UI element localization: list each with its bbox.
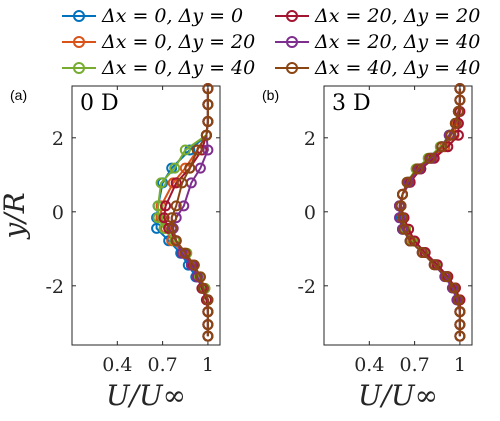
data-point — [401, 176, 413, 188]
data-point — [445, 129, 457, 141]
panel-a: 0.4 0.7 1 -2 0 2 (a) 0 D U/U∞ y/R — [0, 83, 221, 412]
legend-label: Δx = 0, Δy = 20 — [101, 31, 255, 53]
data-point — [170, 177, 182, 189]
data-point — [448, 282, 460, 294]
x-tick-label: 0.7 — [400, 354, 430, 376]
data-point — [452, 294, 464, 306]
data-point — [169, 162, 181, 174]
axes-frame — [71, 85, 221, 346]
data-point — [152, 212, 164, 224]
data-point — [454, 83, 466, 95]
data-point — [202, 294, 214, 306]
legend-item: Δx = 20, Δy = 20 — [275, 5, 480, 27]
y-tick-label: 0 — [52, 202, 64, 224]
data-point — [454, 306, 466, 318]
legend-circle-marker — [73, 10, 85, 22]
data-point — [412, 163, 424, 175]
y-axis-label: y/R — [0, 192, 31, 240]
data-point — [440, 271, 452, 283]
data-point — [184, 162, 196, 174]
legend-label: Δx = 0, Δy = 0 — [101, 5, 243, 27]
data-point — [202, 83, 214, 95]
legend-item: Δx = 0, Δy = 20 — [62, 31, 255, 53]
data-point — [197, 282, 209, 294]
data-point — [188, 259, 200, 271]
data-point — [191, 144, 203, 156]
data-point — [166, 222, 178, 234]
data-point — [194, 162, 206, 174]
legend-circle-marker — [286, 62, 298, 74]
legend-item: Δx = 20, Δy = 40 — [275, 31, 480, 53]
y-tick-label: 0 — [304, 202, 316, 224]
data-point — [452, 106, 464, 117]
y-tick-label: 2 — [52, 128, 64, 150]
legend-circle-marker — [286, 36, 298, 48]
data-point — [454, 330, 466, 342]
data-point — [200, 129, 212, 141]
data-point — [170, 235, 182, 247]
series-line — [400, 88, 461, 337]
data-point — [449, 117, 461, 129]
legend-label: Δx = 20, Δy = 40 — [314, 31, 480, 53]
data-point — [442, 141, 454, 153]
legend-item: Δx = 40, Δy = 40 — [275, 57, 480, 79]
panel-label: (b) — [262, 87, 279, 103]
x-tick-label: 0.7 — [148, 354, 178, 376]
data-point — [202, 99, 214, 110]
legend-label: Δx = 0, Δy = 40 — [101, 57, 255, 79]
y-tick-label: 2 — [304, 128, 316, 150]
data-point — [194, 271, 206, 283]
y-tick-label: -2 — [297, 276, 316, 298]
y-tick-label: -2 — [45, 276, 64, 298]
data-point — [170, 200, 182, 212]
data-point — [176, 177, 188, 189]
legend-circle-marker — [286, 10, 298, 22]
panel-title: 0 D — [80, 91, 119, 116]
data-point — [166, 212, 178, 224]
data-point — [202, 319, 214, 331]
legend-label: Δx = 40, Δy = 40 — [314, 57, 480, 79]
panel-label: (a) — [10, 87, 27, 103]
data-point — [158, 212, 170, 224]
panel-title: 3 D — [332, 91, 371, 116]
data-point — [178, 200, 190, 212]
x-axis-label: U/U∞ — [106, 379, 186, 412]
legend-item: Δx = 0, Δy = 40 — [62, 57, 255, 79]
data-point — [454, 94, 466, 106]
legend: Δx = 0, Δy = 0 Δx = 0, Δy = 20 Δx = 0, Δy … — [62, 5, 480, 79]
data-point — [397, 212, 408, 224]
data-point — [397, 188, 408, 200]
data-point — [202, 144, 214, 156]
data-point — [202, 306, 214, 318]
x-tick-label: 0.4 — [102, 354, 132, 376]
data-point — [179, 144, 191, 156]
data-point — [428, 259, 440, 271]
x-tick-label: 0.4 — [354, 354, 384, 376]
x-tick-label: 1 — [454, 354, 466, 376]
legend-circle-marker — [73, 62, 85, 74]
data-point — [202, 116, 214, 127]
legend-label: Δx = 20, Δy = 20 — [314, 5, 480, 27]
x-tick-label: 1 — [202, 354, 214, 376]
data-point — [202, 330, 214, 342]
data-point — [152, 200, 164, 212]
data-point — [436, 141, 448, 153]
data-point — [404, 235, 416, 247]
data-point — [179, 247, 191, 259]
data-point — [160, 200, 172, 212]
data-point — [454, 319, 466, 331]
data-point — [398, 223, 410, 235]
legend-circle-marker — [73, 36, 85, 48]
series-line — [160, 88, 209, 337]
data-point — [416, 247, 428, 258]
data-point — [395, 200, 407, 212]
panel-b: 0.4 0.7 1 -2 0 2 (b) 3 D U/U∞ — [262, 83, 473, 412]
data-point — [155, 177, 167, 189]
x-axis-label: U/U∞ — [358, 379, 438, 412]
legend-item: Δx = 0, Δy = 0 — [62, 5, 243, 27]
data-point — [424, 152, 436, 164]
series-line — [170, 88, 209, 337]
axes-frame — [323, 85, 473, 346]
